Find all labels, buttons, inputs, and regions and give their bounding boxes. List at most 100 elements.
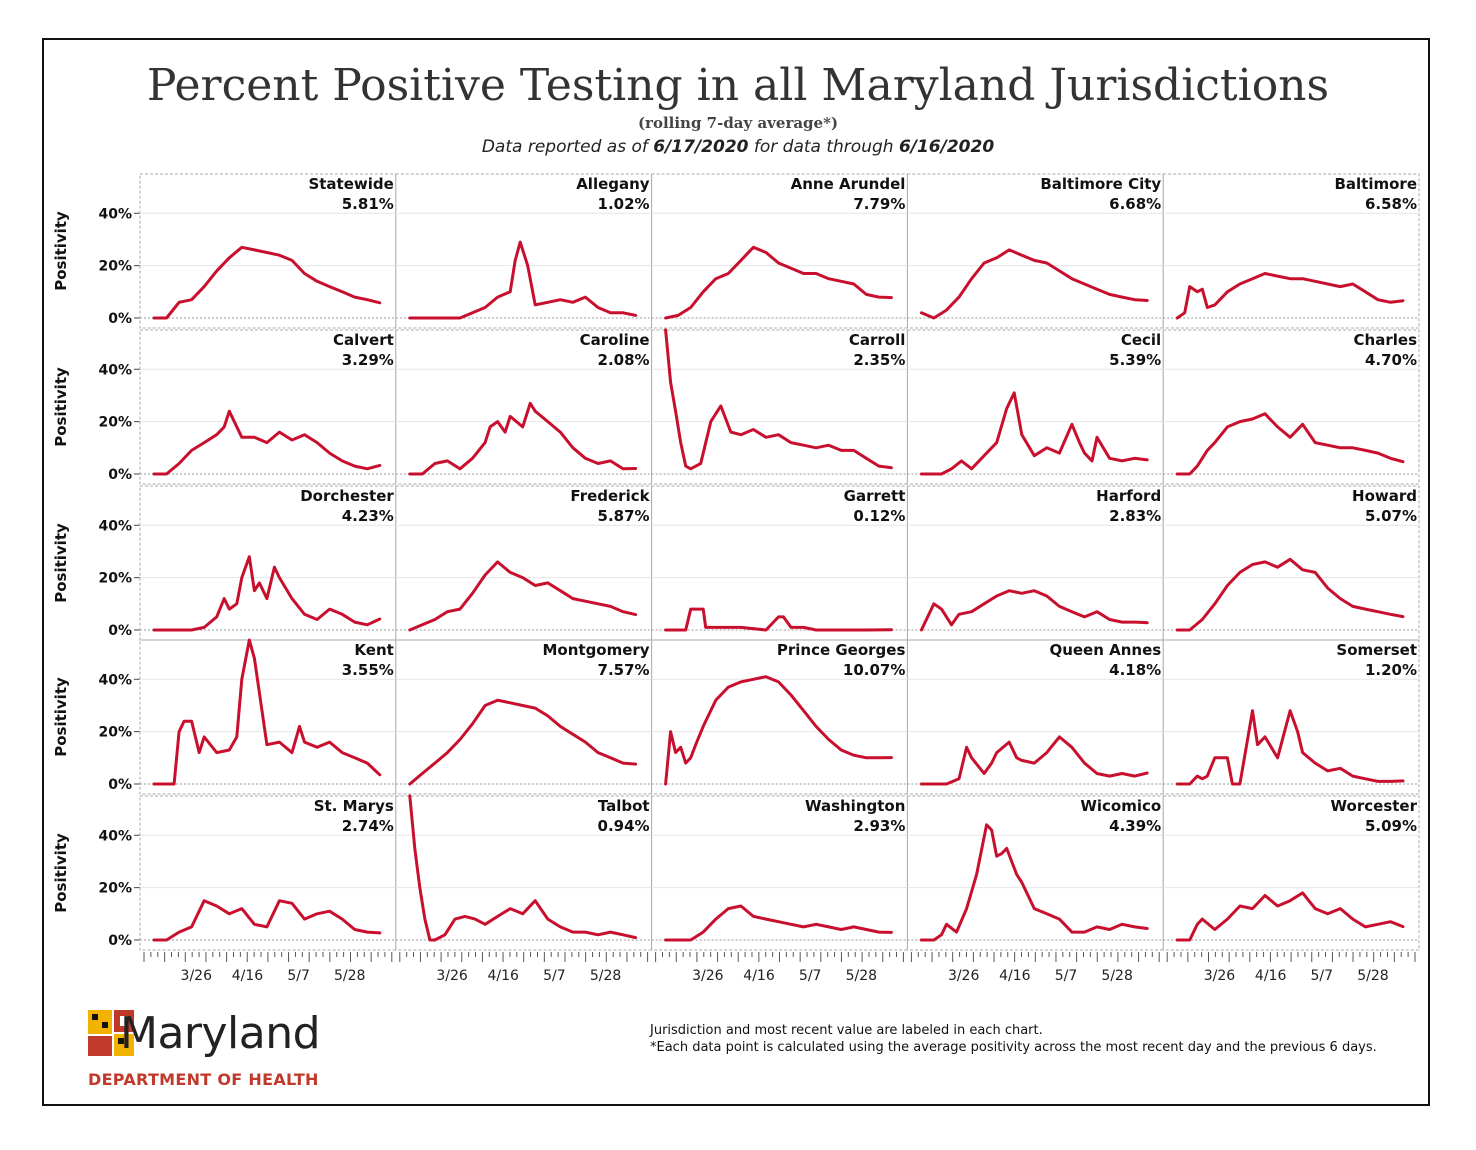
panel-latest-value: 2.35% <box>853 351 905 369</box>
x-tick-label: 5/28 <box>590 968 621 984</box>
y-tick-label: 0% <box>108 311 132 327</box>
y-axis-title: Positivity <box>52 833 70 913</box>
panel-name: Somerset <box>1336 641 1417 659</box>
panel-name: Baltimore <box>1334 175 1417 193</box>
panel-queen-annes: Queen Annes 4.18% <box>906 639 1164 795</box>
logo-wordmark: Maryland <box>120 1008 321 1059</box>
y-tick-label: 0% <box>108 623 132 639</box>
panel-name: Frederick <box>570 487 650 505</box>
panel-latest-value: 6.68% <box>1109 195 1161 213</box>
panel-name: Baltimore City <box>1040 175 1161 193</box>
series-line <box>919 589 1149 632</box>
dateline: Data reported as of 6/17/2020 for data t… <box>0 137 1476 157</box>
x-tick-label: 4/16 <box>232 968 264 984</box>
x-tick-label: 3/26 <box>1204 968 1236 984</box>
panel-latest-value: 5.07% <box>1365 507 1417 525</box>
panel-talbot: Talbot 0.94% 3/26 4/16 5/7 5/28 <box>395 794 653 984</box>
x-tick-label: 5/28 <box>334 968 365 984</box>
x-tick-label: 5/28 <box>846 968 877 984</box>
panel-montgomery: Montgomery 7.57% <box>395 639 653 795</box>
panel-latest-value: 5.81% <box>342 195 394 213</box>
panel-name: Cecil <box>1121 331 1161 349</box>
y-axis-title: Positivity <box>52 367 70 447</box>
series-line <box>152 638 382 786</box>
panel-latest-value: 6.58% <box>1365 195 1417 213</box>
panel-prince-georges: Prince Georges 10.07% <box>651 639 908 795</box>
panel-latest-value: 2.08% <box>598 351 650 369</box>
x-tick-label: 5/28 <box>1357 968 1388 984</box>
panel-frederick: Frederick 5.87% <box>395 485 653 641</box>
panel-border <box>1162 639 1420 795</box>
panel-baltimore: Baltimore 6.58% <box>1162 173 1420 329</box>
panel-name: Garrett <box>844 487 906 505</box>
x-tick-label: 5/7 <box>287 968 310 984</box>
panel-name: Dorchester <box>300 487 394 505</box>
panel-latest-value: 4.18% <box>1109 661 1161 679</box>
series-line <box>408 794 638 942</box>
panel-charles: Charles 4.70% <box>1162 329 1420 485</box>
panel-calvert: Calvert 3.29% <box>139 329 397 485</box>
y-axis-title: Positivity <box>52 211 70 291</box>
series-line <box>664 607 893 632</box>
panel-name: Washington <box>805 797 905 815</box>
y-tick-label: 40% <box>98 362 132 378</box>
panel-cecil: Cecil 5.39% <box>906 329 1164 485</box>
x-tick-label: 3/26 <box>948 968 980 984</box>
series-line <box>408 240 638 320</box>
panel-name: Allegany <box>576 175 650 193</box>
y-axis-title: Positivity <box>52 523 70 603</box>
series-line <box>152 245 382 320</box>
footnote-1: Jurisdiction and most recent value are l… <box>650 1023 1043 1038</box>
y-axis-title: Positivity <box>52 677 70 757</box>
panel-name: Queen Annes <box>1049 641 1161 659</box>
dateline-prefix: Data reported as of <box>481 137 654 157</box>
series-line <box>919 735 1149 786</box>
panel-name: St. Marys <box>314 797 394 815</box>
panel-border <box>1162 329 1420 485</box>
x-tick-label: 4/16 <box>488 968 520 984</box>
panel-name: Statewide <box>308 175 393 193</box>
panel-latest-value: 7.57% <box>598 661 650 679</box>
panel-latest-value: 7.79% <box>853 195 905 213</box>
y-tick-label: 0% <box>108 933 132 949</box>
panel-harford: Harford 2.83% <box>906 485 1164 641</box>
panel-name: Caroline <box>580 331 650 349</box>
panel-statewide: Statewide 5.81% <box>139 173 397 329</box>
panel-washington: Washington 2.93% 3/26 4/16 5/7 5/28 <box>651 795 908 984</box>
y-tick-label: 40% <box>98 518 132 534</box>
y-tick-label: 20% <box>98 571 132 587</box>
panel-allegany: Allegany 1.02% <box>395 173 653 329</box>
panel-latest-value: 4.23% <box>342 507 394 525</box>
series-line <box>919 823 1149 942</box>
panel-latest-value: 3.55% <box>342 661 394 679</box>
series-line <box>408 698 638 786</box>
footnote-2: *Each data point is calculated using the… <box>650 1040 1377 1055</box>
panel-kent: Kent 3.55% <box>139 638 397 795</box>
y-tick-label: 20% <box>98 415 132 431</box>
x-tick-label: 5/7 <box>543 968 566 984</box>
panel-name: Charles <box>1354 331 1418 349</box>
panel-latest-value: 3.29% <box>342 351 394 369</box>
x-tick-label: 5/7 <box>799 968 822 984</box>
y-tick-label: 40% <box>98 672 132 688</box>
panel-latest-value: 5.09% <box>1365 817 1417 835</box>
series-line <box>919 248 1149 320</box>
panel-name: Talbot <box>598 797 650 815</box>
panel-latest-value: 10.07% <box>843 661 905 679</box>
y-tick-label: 20% <box>98 259 132 275</box>
panel-name: Howard <box>1352 487 1417 505</box>
panel-latest-value: 5.87% <box>598 507 650 525</box>
panel-baltimore-city: Baltimore City 6.68% <box>906 173 1164 329</box>
panel-garrett: Garrett 0.12% <box>651 485 908 641</box>
dateline-middle: for data through <box>748 137 899 157</box>
panel-caroline: Caroline 2.08% <box>395 329 653 485</box>
panel-latest-value: 1.20% <box>1365 661 1417 679</box>
x-tick-label: 4/16 <box>1255 968 1287 984</box>
series-line <box>1175 709 1405 786</box>
panel-worcester: Worcester 5.09% 3/26 4/16 5/7 5/28 <box>1162 795 1420 984</box>
panel-name: Carroll <box>849 331 906 349</box>
panel-name: Worcester <box>1331 797 1418 815</box>
series-line <box>408 560 638 632</box>
panel-latest-value: 4.70% <box>1365 351 1417 369</box>
